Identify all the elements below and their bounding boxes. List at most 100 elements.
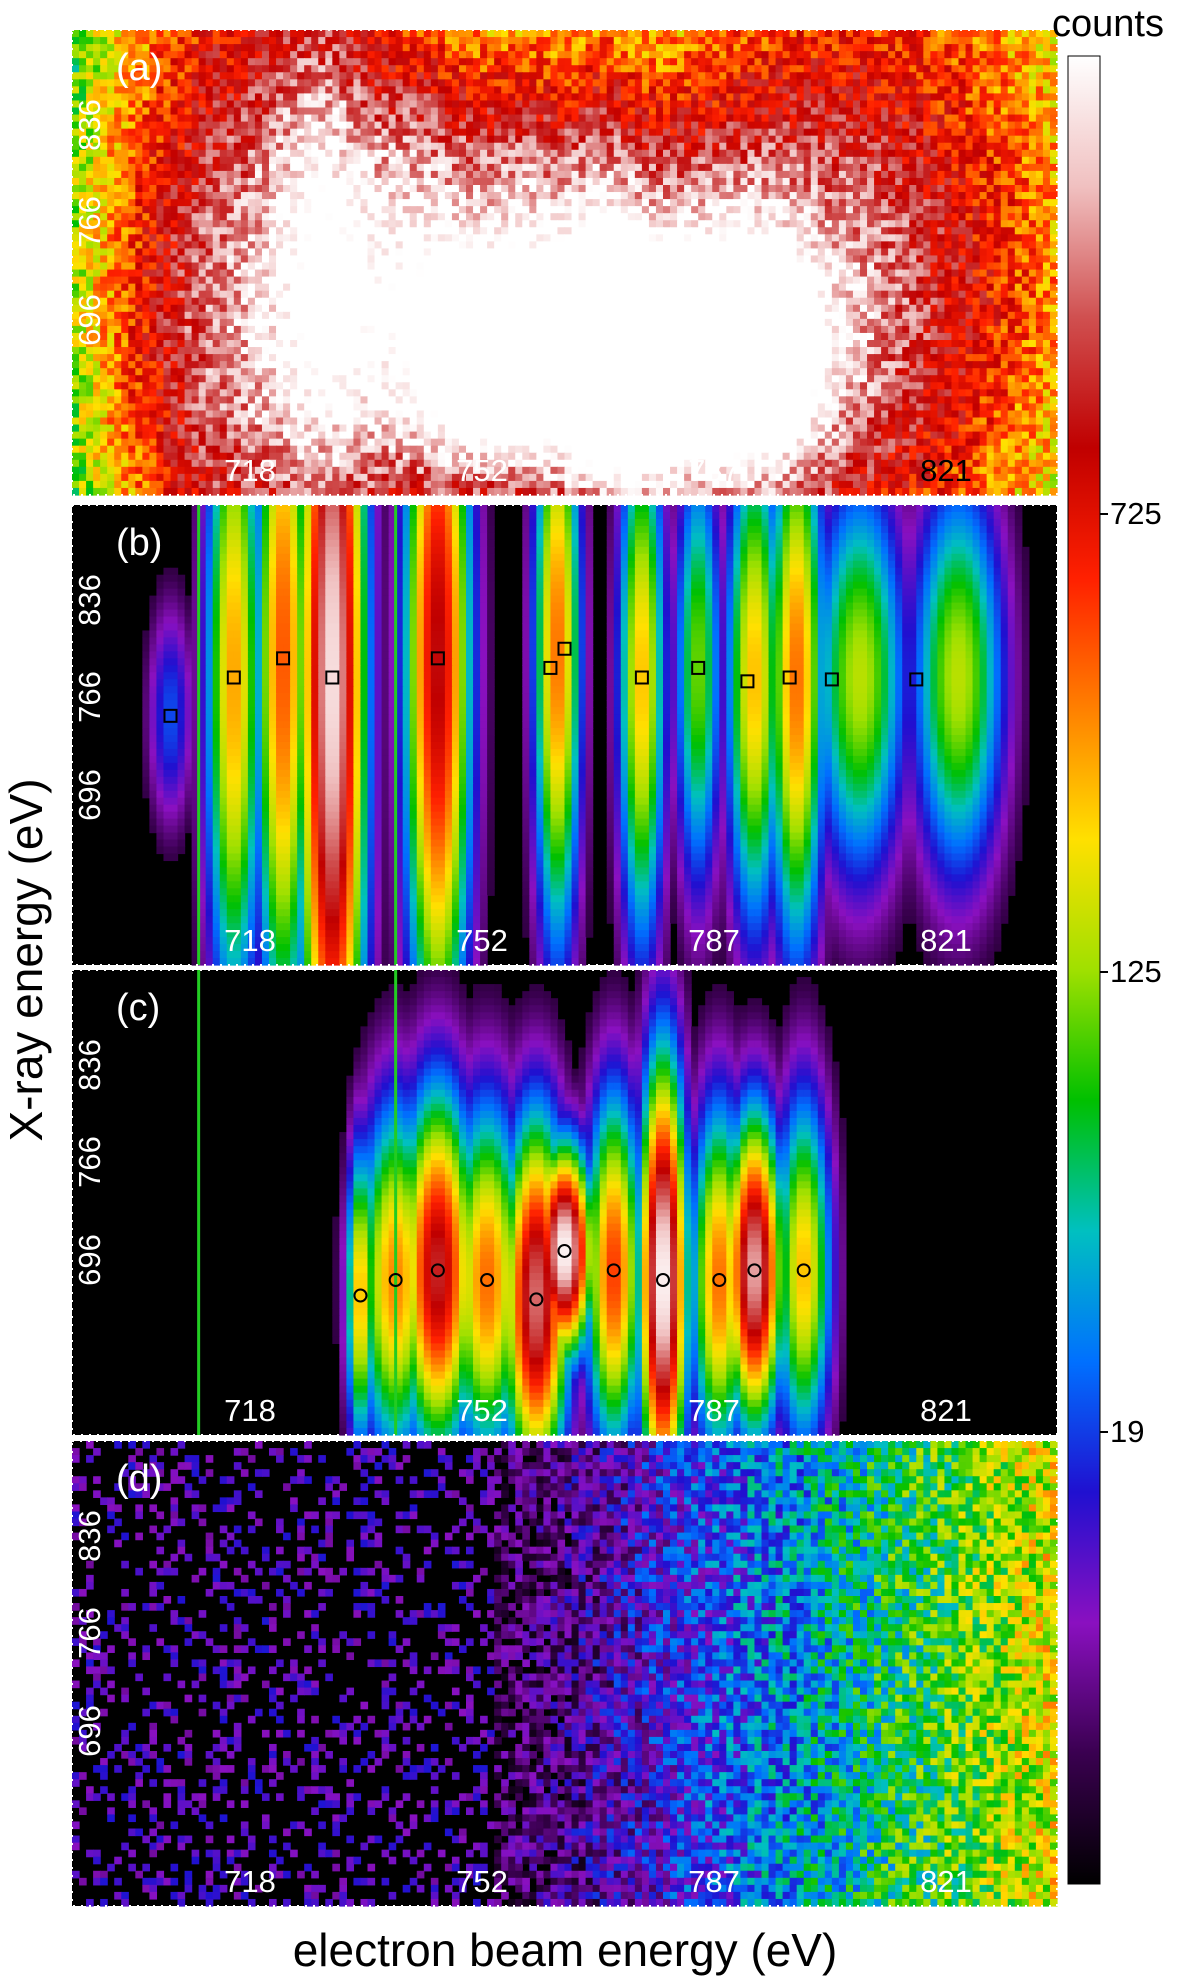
heatmap-cell <box>297 86 305 94</box>
heatmap-cell <box>171 234 179 242</box>
heatmap-cell <box>874 255 882 263</box>
heatmap-cell <box>902 270 910 278</box>
heatmap-cell <box>586 86 594 94</box>
heatmap-cell <box>389 30 397 38</box>
heatmap-cell <box>192 192 200 200</box>
heatmap-cell <box>790 270 798 278</box>
heatmap-cell <box>684 277 692 285</box>
heatmap-cell <box>290 164 298 172</box>
heatmap-cell <box>1022 255 1030 263</box>
heatmap-cell <box>980 100 988 108</box>
heatmap-cell <box>923 185 931 193</box>
heatmap-cell <box>220 129 228 137</box>
heatmap-cell <box>283 277 291 285</box>
heatmap-cell <box>1043 30 1051 38</box>
heatmap-cell <box>811 164 819 172</box>
heatmap-cell <box>557 143 565 151</box>
heatmap-cell <box>888 234 896 242</box>
heatmap-cell <box>1015 86 1023 94</box>
heatmap-cell <box>621 93 629 101</box>
heatmap-cell <box>543 108 551 116</box>
heatmap-cell <box>614 241 622 249</box>
heatmap-cell <box>178 255 186 263</box>
heatmap-cell <box>459 185 467 193</box>
heatmap-cell <box>269 277 277 285</box>
heatmap-cell <box>297 150 305 158</box>
heatmap-cell <box>937 185 945 193</box>
heatmap-cell <box>769 192 777 200</box>
heatmap-cell <box>1029 100 1037 108</box>
heatmap-cell <box>346 199 354 207</box>
heatmap-cell <box>213 143 221 151</box>
heatmap-cell <box>811 206 819 214</box>
heatmap-cell <box>565 234 573 242</box>
heatmap-cell <box>213 86 221 94</box>
heatmap-cell <box>135 263 143 271</box>
heatmap-cell <box>797 178 805 186</box>
heatmap-cell <box>163 44 171 52</box>
heatmap-cell <box>642 157 650 165</box>
heatmap-cell <box>522 129 530 137</box>
heatmap-cell <box>909 58 917 66</box>
heatmap-cell <box>276 51 284 59</box>
heatmap-cell <box>994 178 1002 186</box>
heatmap-cell <box>628 171 636 179</box>
heatmap-cell <box>262 192 270 200</box>
heatmap-cell <box>839 192 847 200</box>
heatmap-cell <box>543 192 551 200</box>
heatmap-cell <box>445 206 453 214</box>
heatmap-cell <box>923 93 931 101</box>
heatmap-cell <box>987 164 995 172</box>
heatmap-cell <box>797 129 805 137</box>
heatmap-cell <box>923 164 931 172</box>
heatmap-cell <box>368 185 376 193</box>
heatmap-cell <box>966 108 974 116</box>
heatmap-cell <box>128 199 136 207</box>
heatmap-cell <box>515 206 523 214</box>
heatmap-cell <box>557 79 565 87</box>
heatmap-cell <box>311 206 319 214</box>
heatmap-cell <box>895 136 903 144</box>
heatmap-cell <box>740 44 748 52</box>
heatmap-cell <box>726 164 734 172</box>
heatmap-cell <box>881 65 889 73</box>
heatmap-cell <box>635 270 643 278</box>
heatmap-cell <box>304 79 312 87</box>
heatmap-cell <box>959 185 967 193</box>
heatmap-cell <box>276 30 284 38</box>
heatmap-cell <box>607 51 615 59</box>
heatmap-cell <box>452 277 460 285</box>
heatmap-cell <box>769 79 777 87</box>
heatmap-cell <box>579 65 587 73</box>
heatmap-cell <box>951 86 959 94</box>
heatmap-cell <box>431 241 439 249</box>
heatmap-cell <box>304 178 312 186</box>
heatmap-cell <box>318 213 326 221</box>
heatmap-cell <box>635 241 643 249</box>
heatmap-cell <box>79 30 87 38</box>
heatmap-cell <box>579 136 587 144</box>
heatmap-cell <box>1022 115 1030 123</box>
heatmap-cell <box>452 58 460 66</box>
heatmap-cell <box>853 234 861 242</box>
heatmap-cell <box>754 65 762 73</box>
heatmap-cell <box>895 157 903 165</box>
heatmap-cell <box>543 171 551 179</box>
heatmap-cell <box>1008 206 1016 214</box>
heatmap-cell <box>220 277 228 285</box>
heatmap-cell <box>825 108 833 116</box>
heatmap-cell <box>262 199 270 207</box>
heatmap-cell <box>881 108 889 116</box>
heatmap-cell <box>572 206 580 214</box>
heatmap-cell <box>930 65 938 73</box>
heatmap-cell <box>663 157 671 165</box>
heatmap-cell <box>677 115 685 123</box>
heatmap-cell <box>128 122 136 130</box>
heatmap-cell <box>1015 51 1023 59</box>
heatmap-cell <box>712 136 720 144</box>
heatmap-cell <box>973 206 981 214</box>
heatmap-cell <box>508 164 516 172</box>
heatmap-cell <box>930 37 938 45</box>
heatmap-cell <box>811 143 819 151</box>
heatmap-cell <box>304 93 312 101</box>
